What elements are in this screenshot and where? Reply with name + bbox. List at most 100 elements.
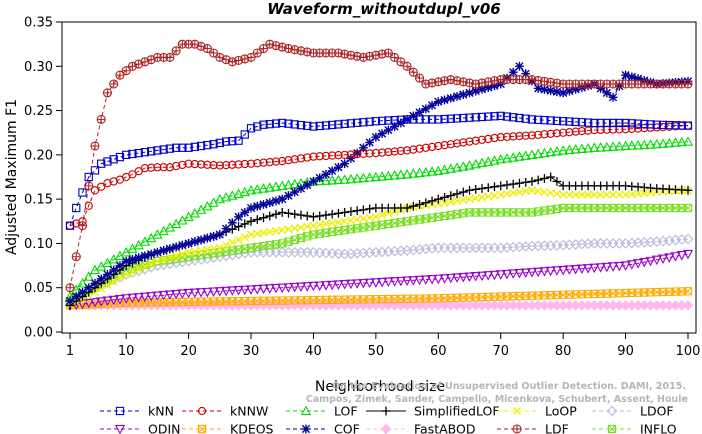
data-point: [571, 127, 580, 136]
data-point: [96, 274, 106, 284]
data-point: [495, 153, 506, 164]
data-point: [651, 255, 662, 266]
data-point: [608, 125, 618, 134]
data-point: [665, 120, 674, 130]
data-point: [645, 256, 656, 267]
data-point: [165, 52, 175, 62]
data-point: [214, 287, 225, 297]
data-point: [314, 281, 325, 291]
data-point: [190, 142, 199, 152]
data-point: [590, 190, 599, 199]
data-point: [601, 141, 612, 152]
data-point: [607, 262, 619, 272]
data-point: [427, 142, 437, 152]
data-point: [96, 114, 106, 124]
data-point: [147, 147, 156, 156]
data-point: [558, 265, 569, 276]
credit-line-2: On the Evaluation of Unsupervised Outlie…: [332, 381, 686, 392]
data-point: [657, 138, 669, 148]
data-point: [171, 143, 181, 152]
data-point: [539, 76, 549, 86]
data-point: [471, 79, 481, 89]
data-point: [71, 292, 81, 301]
legend-item-knn: kNN: [100, 404, 174, 419]
data-point: [583, 118, 593, 127]
data-point: [215, 161, 224, 170]
data-point: [452, 189, 462, 199]
data-point: [115, 152, 125, 162]
data-point: [72, 203, 81, 213]
data-point: [409, 115, 418, 124]
x-axis-label: Neighborhood size: [315, 379, 445, 395]
legend-item-cof: COF: [286, 422, 360, 434]
data-point: [427, 196, 437, 206]
data-point: [240, 130, 249, 139]
data-point: [527, 131, 537, 140]
data-point: [222, 241, 231, 250]
data-point: [227, 190, 238, 200]
data-point: [664, 253, 675, 263]
data-point: [171, 46, 181, 56]
data-point: [321, 210, 331, 220]
data-point: [439, 164, 450, 174]
data-point: [639, 139, 650, 150]
data-point: [220, 286, 232, 297]
data-point: [321, 121, 331, 130]
data-point: [601, 262, 612, 273]
data-point: [508, 152, 519, 162]
data-point: [270, 283, 282, 294]
legend-label: SimplifiedLOF: [414, 404, 500, 419]
data-point: [632, 259, 644, 269]
data-point: [265, 198, 275, 208]
data-point: [490, 133, 499, 143]
data-point: [533, 148, 544, 159]
data-point: [508, 179, 518, 189]
data-point: [165, 253, 174, 262]
data-point: [615, 118, 624, 128]
data-point: [115, 273, 124, 283]
data-point: [602, 118, 611, 128]
data-point: [346, 119, 356, 128]
data-point: [327, 166, 337, 176]
series-kdeos: [65, 287, 693, 310]
data-point: [296, 233, 306, 243]
data-point: [178, 160, 187, 170]
data-point: [415, 73, 425, 83]
data-point: [334, 208, 343, 218]
plot-frame: [61, 21, 697, 334]
data-point: [483, 271, 494, 281]
data-point: [545, 146, 556, 157]
data-point: [602, 88, 612, 98]
data-point: [546, 86, 556, 96]
data-point: [89, 298, 101, 308]
data-point: [583, 264, 594, 274]
data-point: [102, 88, 113, 98]
data-point: [246, 52, 256, 62]
data-point: [147, 259, 156, 268]
data-point: [209, 140, 218, 149]
data-point: [340, 208, 350, 217]
data-point: [309, 152, 318, 161]
data-point: [240, 159, 249, 169]
data-point: [153, 257, 162, 266]
data-point: [134, 265, 143, 274]
data-point: [96, 297, 107, 307]
data-point: [552, 87, 562, 97]
data-point: [90, 141, 100, 151]
data-point: [271, 209, 281, 219]
data-point: [109, 155, 118, 164]
data-point: [565, 117, 574, 126]
data-point: [389, 170, 400, 180]
data-point: [514, 268, 525, 279]
data-point: [227, 286, 238, 296]
data-point: [271, 119, 281, 128]
series-cof: [65, 61, 693, 306]
data-point: [459, 138, 468, 147]
data-point: [415, 144, 424, 153]
data-point: [340, 119, 349, 129]
data-point: [377, 277, 388, 288]
data-point: [615, 190, 624, 199]
data-point: [114, 294, 126, 305]
data-point: [358, 172, 369, 183]
data-point: [408, 168, 419, 178]
